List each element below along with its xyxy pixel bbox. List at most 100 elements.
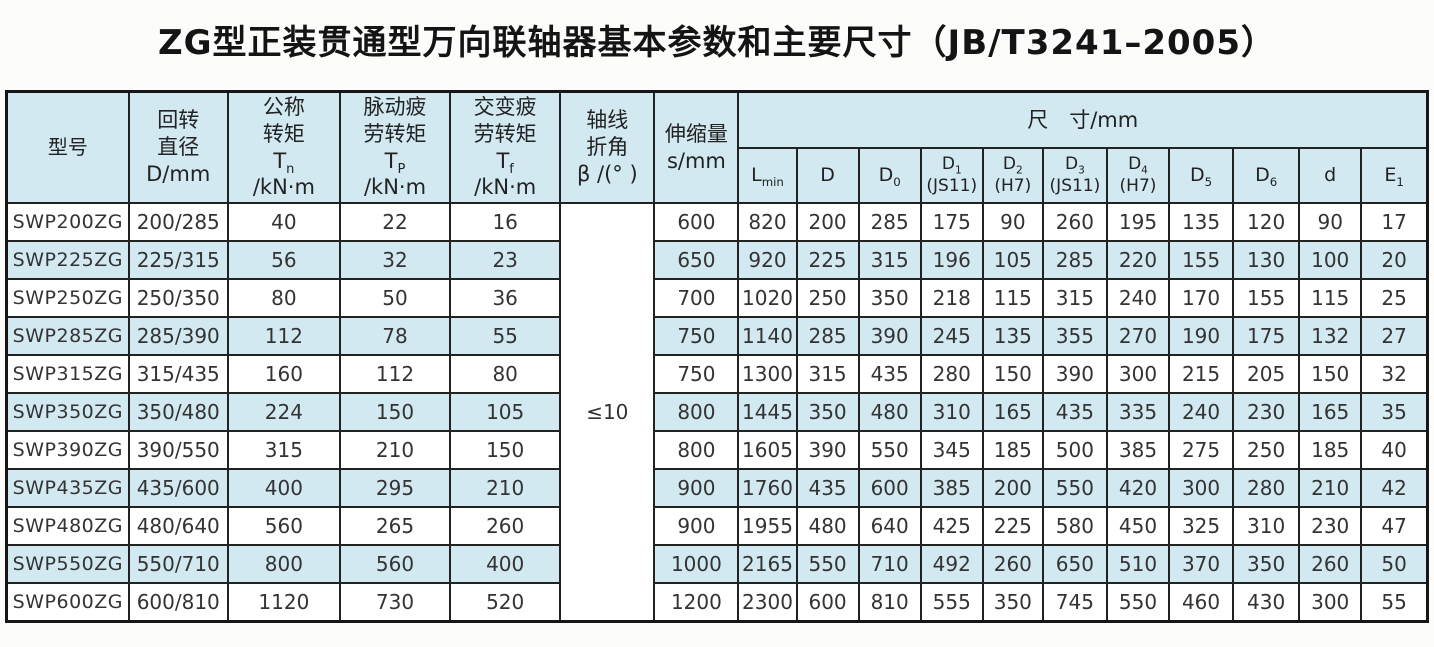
cell-d-small: 165 [1298,392,1363,432]
cell-d6: 155 [1232,278,1301,318]
header-d-big: D [795,147,860,204]
cell-d1-js11: 218 [919,278,984,318]
cell-d-mm: 285/390 [127,316,229,356]
cell-tn: 1120 [226,582,341,623]
cell-e1: 40 [1360,430,1429,470]
cell-tf: 80 [449,354,562,394]
cell-d6: 205 [1232,354,1301,394]
cell-model: SWP250ZG [5,278,130,318]
cell-lmin: 920 [737,240,798,280]
header-model: 型号 [5,90,130,204]
cell-d3-js11: 285 [1041,240,1108,280]
cell-tf: 55 [449,316,562,356]
table-row: SWP285ZG 285/390 112 78 55 750 1140 285 390 245 13… [5,316,1429,356]
table-row: SWP225ZG 225/315 56 32 23 650 920 225 315 196 105 2… [5,240,1429,280]
cell-d1-js11: 345 [919,430,984,470]
cell-d-mm: 200/285 [127,202,229,242]
cell-d3-js11: 500 [1041,430,1108,470]
cell-d-big: 225 [795,240,860,280]
cell-d5: 170 [1168,278,1235,318]
cell-d4-h7: 240 [1105,278,1171,318]
cell-model: SWP435ZG [5,468,130,508]
cell-tp: 50 [338,278,452,318]
header-e1: E1 [1360,147,1429,204]
cell-e1: 20 [1360,240,1429,280]
cell-d-mm: 225/315 [127,240,229,280]
cell-d3-js11: 390 [1041,354,1108,394]
cell-e1: 25 [1360,278,1429,318]
cell-d0: 315 [857,240,922,280]
cell-lmin: 1300 [737,354,798,394]
cell-d3-js11: 580 [1041,506,1108,546]
cell-tn: 315 [226,430,341,470]
cell-d3-js11: 650 [1041,544,1108,584]
cell-d4-h7: 300 [1105,354,1171,394]
cell-s-mm: 1000 [653,544,740,584]
cell-d5: 240 [1168,392,1235,432]
cell-model: SWP600ZG [5,582,130,623]
cell-d-small: 100 [1298,240,1363,280]
cell-d6: 280 [1232,468,1301,508]
cell-tp: 295 [338,468,452,508]
cell-d4-h7: 335 [1105,392,1171,432]
header-size-group: 尺 寸/mm [737,90,1429,149]
cell-d0: 285 [857,202,922,242]
cell-lmin: 1955 [737,506,798,546]
cell-e1: 17 [1360,202,1429,242]
cell-tp: 112 [338,354,452,394]
cell-d1-js11: 385 [919,468,984,508]
cell-d3-js11: 355 [1041,316,1108,356]
header-s-mm: 伸缩量 s/mm [653,90,740,204]
cell-d3-js11: 315 [1041,278,1108,318]
cell-d1-js11: 492 [919,544,984,584]
cell-d-mm: 600/810 [127,582,229,623]
cell-d1-js11: 175 [919,202,984,242]
cell-model: SWP315ZG [5,354,130,394]
cell-lmin: 2165 [737,544,798,584]
cell-d1-js11: 555 [919,582,984,623]
cell-d2-h7: 150 [981,354,1044,394]
cell-d-mm: 480/640 [127,506,229,546]
cell-d2-h7: 185 [981,430,1044,470]
cell-e1: 42 [1360,468,1429,508]
cell-d6: 175 [1232,316,1301,356]
cell-tn: 224 [226,392,341,432]
cell-model: SWP390ZG [5,430,130,470]
cell-tf: 36 [449,278,562,318]
coupling-spec-table: 型号 回转 直径 D/mm 公称 转矩 Tn/kN·m 脉动疲 劳转矩 TP/kN·m 交变疲 劳转矩… [5,90,1429,623]
cell-tn: 112 [226,316,341,356]
cell-d4-h7: 385 [1105,430,1171,470]
cell-s-mm: 700 [653,278,740,318]
cell-d5: 325 [1168,506,1235,546]
cell-d-small: 230 [1298,506,1363,546]
cell-d0: 480 [857,392,922,432]
cell-d3-js11: 550 [1041,468,1108,508]
cell-d0: 640 [857,506,922,546]
cell-s-mm: 600 [653,202,740,242]
cell-d5: 300 [1168,468,1235,508]
cell-d2-h7: 200 [981,468,1044,508]
cell-d4-h7: 195 [1105,202,1171,242]
cell-beta: ≤10 [559,202,656,623]
cell-d2-h7: 105 [981,240,1044,280]
cell-d0: 550 [857,430,922,470]
cell-e1: 35 [1360,392,1429,432]
cell-d5: 460 [1168,582,1235,623]
cell-tf: 16 [449,202,562,242]
table-row: SWP480ZG 480/640 560 265 260 900 1955 480 640 425… [5,506,1429,546]
header-beta: 轴线 折角 β /(° ) [559,90,656,204]
cell-d0: 390 [857,316,922,356]
cell-d-big: 315 [795,354,860,394]
cell-d3-js11: 435 [1041,392,1108,432]
cell-d-mm: 550/710 [127,544,229,584]
table-row: SWP600ZG 600/810 1120 730 520 1200 2300 600 810 5… [5,582,1429,623]
cell-d4-h7: 270 [1105,316,1171,356]
cell-d4-h7: 510 [1105,544,1171,584]
cell-d3-js11: 745 [1041,582,1108,623]
cell-d-small: 90 [1298,202,1363,242]
cell-d5: 135 [1168,202,1235,242]
cell-d4-h7: 420 [1105,468,1171,508]
cell-d2-h7: 90 [981,202,1044,242]
cell-tf: 210 [449,468,562,508]
cell-d4-h7: 220 [1105,240,1171,280]
